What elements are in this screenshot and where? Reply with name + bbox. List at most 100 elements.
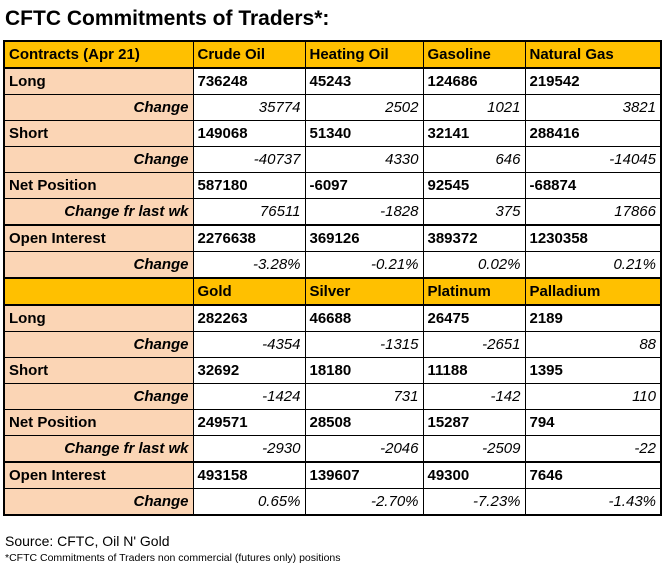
net-position-cell: 92545	[422, 172, 526, 199]
table-row: Long 282263 46688 26475 2189	[3, 304, 662, 332]
table-row: Change fr last wk -2930 -2046 -2509 -22	[3, 435, 662, 463]
data-cell: 282263	[192, 304, 306, 332]
net-position-cell: 249571	[192, 409, 306, 436]
column-header: Gold	[192, 277, 306, 306]
change-cell: 0.21%	[524, 251, 662, 279]
cot-table: Contracts (Apr 21) Crude Oil Heating Oil Ga…	[3, 40, 662, 516]
table-row: Net Position 249571 28508 15287 794	[3, 409, 662, 436]
column-header: Crude Oil	[192, 40, 306, 69]
corner-header-cell	[3, 277, 194, 306]
data-cell: 45243	[304, 67, 424, 95]
change-cell: -2046	[304, 435, 424, 463]
data-cell: 1395	[524, 357, 662, 384]
change-cell: -0.21%	[304, 251, 424, 279]
data-cell: 7646	[524, 461, 662, 489]
table-row: Change 0.65% -2.70% -7.23% -1.43%	[3, 488, 662, 516]
data-cell: 11188	[422, 357, 526, 384]
section-header-row: Gold Silver Platinum Palladium	[3, 277, 662, 306]
data-cell: 49300	[422, 461, 526, 489]
data-cell: 51340	[304, 120, 424, 147]
net-position-cell: 15287	[422, 409, 526, 436]
data-cell: 2189	[524, 304, 662, 332]
table-row: Open Interest 493158 139607 49300 7646	[3, 461, 662, 489]
data-cell: 139607	[304, 461, 424, 489]
data-cell: 26475	[422, 304, 526, 332]
table-row: Change fr last wk 76511 -1828 375 17866	[3, 198, 662, 226]
column-header: Silver	[304, 277, 424, 306]
change-cell: -142	[422, 383, 526, 410]
change-cell: 76511	[192, 198, 306, 226]
data-cell: 32141	[422, 120, 526, 147]
data-cell: 219542	[524, 67, 662, 95]
row-label: Change	[3, 94, 194, 121]
data-cell: 149068	[192, 120, 306, 147]
row-label: Net Position	[3, 409, 194, 436]
row-label: Long	[3, 67, 194, 95]
change-cell: -14045	[524, 146, 662, 173]
data-cell: 18180	[304, 357, 424, 384]
change-cell: 17866	[524, 198, 662, 226]
row-label: Short	[3, 120, 194, 147]
change-cell: -22	[524, 435, 662, 463]
change-cell: -2651	[422, 331, 526, 358]
change-cell: 646	[422, 146, 526, 173]
row-label: Change	[3, 383, 194, 410]
change-cell: 0.65%	[192, 488, 306, 516]
row-label: Open Interest	[3, 224, 194, 252]
row-label: Change fr last wk	[3, 198, 194, 226]
change-cell: 88	[524, 331, 662, 358]
row-label: Change fr last wk	[3, 435, 194, 463]
table-row: Short 32692 18180 11188 1395	[3, 357, 662, 384]
change-cell: -2930	[192, 435, 306, 463]
change-cell: 1021	[422, 94, 526, 121]
row-label: Long	[3, 304, 194, 332]
data-cell: 2276638	[192, 224, 306, 252]
table-row: Change -40737 4330 646 -14045	[3, 146, 662, 173]
source-text: Source: CFTC, Oil N' Gold	[5, 533, 170, 549]
data-cell: 124686	[422, 67, 526, 95]
section-header-row: Contracts (Apr 21) Crude Oil Heating Oil Ga…	[3, 40, 662, 69]
row-label: Change	[3, 488, 194, 516]
table-row: Change 35774 2502 1021 3821	[3, 94, 662, 121]
data-cell: 288416	[524, 120, 662, 147]
change-cell: 0.02%	[422, 251, 526, 279]
change-cell: 110	[524, 383, 662, 410]
change-cell: 35774	[192, 94, 306, 121]
row-label: Change	[3, 146, 194, 173]
table-row: Change -1424 731 -142 110	[3, 383, 662, 410]
change-cell: -1.43%	[524, 488, 662, 516]
data-cell: 1230358	[524, 224, 662, 252]
row-label: Short	[3, 357, 194, 384]
page-title: CFTC Commitments of Traders*:	[5, 7, 330, 30]
change-cell: -1424	[192, 383, 306, 410]
column-header: Gasoline	[422, 40, 526, 69]
data-cell: 32692	[192, 357, 306, 384]
change-cell: 4330	[304, 146, 424, 173]
row-label: Net Position	[3, 172, 194, 199]
column-header: Platinum	[422, 277, 526, 306]
data-cell: 736248	[192, 67, 306, 95]
change-cell: -4354	[192, 331, 306, 358]
corner-header-cell: Contracts (Apr 21)	[3, 40, 194, 69]
data-cell: 493158	[192, 461, 306, 489]
data-cell: 369126	[304, 224, 424, 252]
footnote-text: *CFTC Commitments of Traders non commerc…	[5, 552, 341, 564]
net-position-cell: 794	[524, 409, 662, 436]
change-cell: 3821	[524, 94, 662, 121]
net-position-cell: 587180	[192, 172, 306, 199]
change-cell: -1315	[304, 331, 424, 358]
row-label: Change	[3, 331, 194, 358]
table-row: Long 736248 45243 124686 219542	[3, 67, 662, 95]
change-cell: -2509	[422, 435, 526, 463]
net-position-cell: 28508	[304, 409, 424, 436]
table-body: Contracts (Apr 21) Crude Oil Heating Oil Ga…	[3, 40, 662, 516]
table-row: Short 149068 51340 32141 288416	[3, 120, 662, 147]
column-header: Palladium	[524, 277, 662, 306]
table-row: Open Interest 2276638 369126 389372 1230358	[3, 224, 662, 252]
table-row: Change -3.28% -0.21% 0.02% 0.21%	[3, 251, 662, 279]
column-header: Heating Oil	[304, 40, 424, 69]
table-row: Net Position 587180 -6097 92545 -68874	[3, 172, 662, 199]
net-position-cell: -68874	[524, 172, 662, 199]
data-cell: 389372	[422, 224, 526, 252]
change-cell: -2.70%	[304, 488, 424, 516]
